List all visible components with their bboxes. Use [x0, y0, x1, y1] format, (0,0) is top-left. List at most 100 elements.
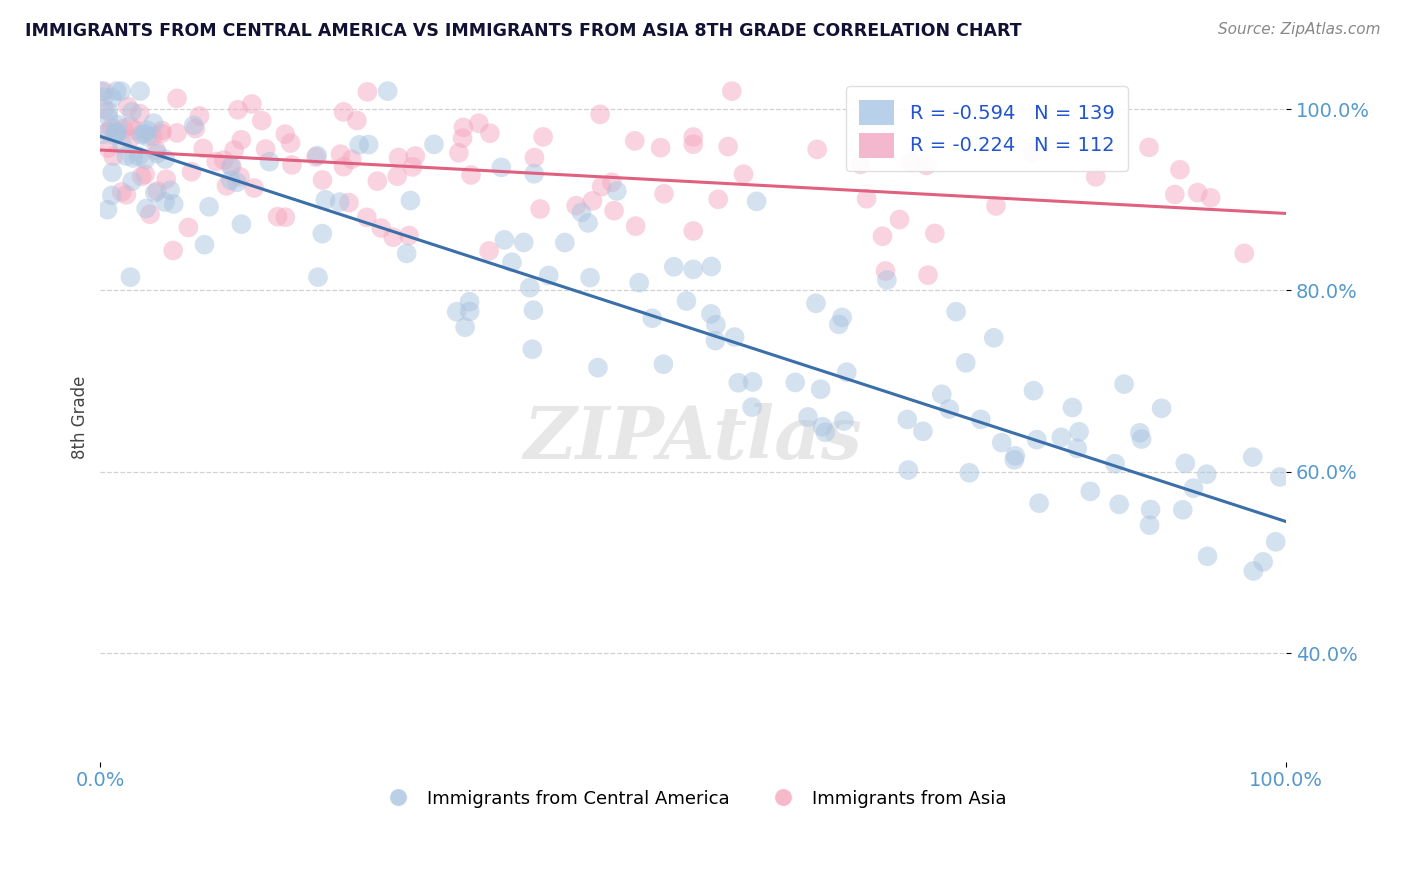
Point: [163, 197, 186, 211]
Point: [329, 195, 352, 210]
Point: [600, 175, 623, 189]
Point: [1139, 518, 1161, 533]
Point: [104, 128, 127, 143]
Point: [1197, 549, 1219, 564]
Point: [254, 142, 277, 156]
Point: [399, 194, 422, 208]
Point: [682, 130, 704, 145]
Point: [224, 143, 246, 157]
Point: [131, 169, 153, 184]
Point: [143, 186, 166, 200]
Point: [280, 136, 302, 150]
Point: [1004, 449, 1026, 463]
Point: [1062, 401, 1084, 415]
Point: [579, 270, 602, 285]
Point: [107, 118, 129, 132]
Point: [1069, 425, 1091, 439]
Point: [366, 174, 388, 188]
Point: [682, 262, 704, 277]
Point: [382, 230, 405, 244]
Point: [155, 152, 177, 166]
Point: [377, 84, 399, 98]
Point: [624, 134, 647, 148]
Point: [103, 149, 125, 163]
Point: [1164, 187, 1187, 202]
Point: [188, 109, 211, 123]
Point: [1066, 442, 1088, 456]
Point: [97, 104, 120, 119]
Point: [340, 153, 363, 167]
Point: [1171, 503, 1194, 517]
Point: [741, 400, 763, 414]
Point: [1084, 169, 1107, 184]
Point: [387, 169, 409, 184]
Point: [458, 304, 481, 318]
Point: [501, 255, 523, 269]
Point: [139, 207, 162, 221]
Point: [166, 126, 188, 140]
Point: [522, 303, 544, 318]
Point: [205, 154, 228, 169]
Point: [849, 157, 872, 171]
Point: [957, 466, 980, 480]
Point: [136, 129, 159, 144]
Point: [606, 184, 628, 198]
Point: [180, 165, 202, 179]
Point: [454, 320, 477, 334]
Point: [523, 151, 546, 165]
Point: [311, 227, 333, 241]
Point: [134, 167, 156, 181]
Point: [346, 113, 368, 128]
Point: [1114, 377, 1136, 392]
Point: [814, 425, 837, 440]
Point: [804, 296, 827, 310]
Point: [576, 216, 599, 230]
Point: [662, 260, 685, 274]
Point: [531, 129, 554, 144]
Point: [721, 84, 744, 98]
Point: [641, 311, 664, 326]
Point: [1264, 534, 1286, 549]
Point: [970, 412, 993, 426]
Point: [675, 293, 697, 308]
Point: [806, 142, 828, 156]
Point: [447, 145, 470, 160]
Point: [897, 463, 920, 477]
Point: [955, 356, 977, 370]
Point: [529, 202, 551, 216]
Point: [145, 143, 167, 157]
Point: [97, 141, 120, 155]
Point: [911, 424, 934, 438]
Point: [305, 150, 328, 164]
Point: [1268, 470, 1291, 484]
Point: [522, 342, 544, 356]
Point: [519, 280, 541, 294]
Point: [404, 149, 426, 163]
Point: [101, 165, 124, 179]
Point: [347, 137, 370, 152]
Point: [274, 211, 297, 225]
Point: [828, 318, 851, 332]
Point: [121, 174, 143, 188]
Legend: Immigrants from Central America, Immigrants from Asia: Immigrants from Central America, Immigra…: [373, 782, 1014, 814]
Point: [917, 268, 939, 282]
Point: [512, 235, 534, 250]
Point: [337, 195, 360, 210]
Point: [387, 151, 409, 165]
Point: [453, 120, 475, 135]
Point: [1182, 481, 1205, 495]
Point: [110, 84, 132, 98]
Point: [142, 129, 165, 144]
Point: [356, 85, 378, 99]
Point: [155, 172, 177, 186]
Point: [193, 141, 215, 155]
Point: [745, 194, 768, 209]
Point: [468, 116, 491, 130]
Point: [741, 375, 763, 389]
Point: [150, 127, 173, 141]
Point: [1137, 140, 1160, 154]
Point: [458, 294, 481, 309]
Point: [797, 409, 820, 424]
Point: [704, 334, 727, 348]
Point: [215, 178, 238, 193]
